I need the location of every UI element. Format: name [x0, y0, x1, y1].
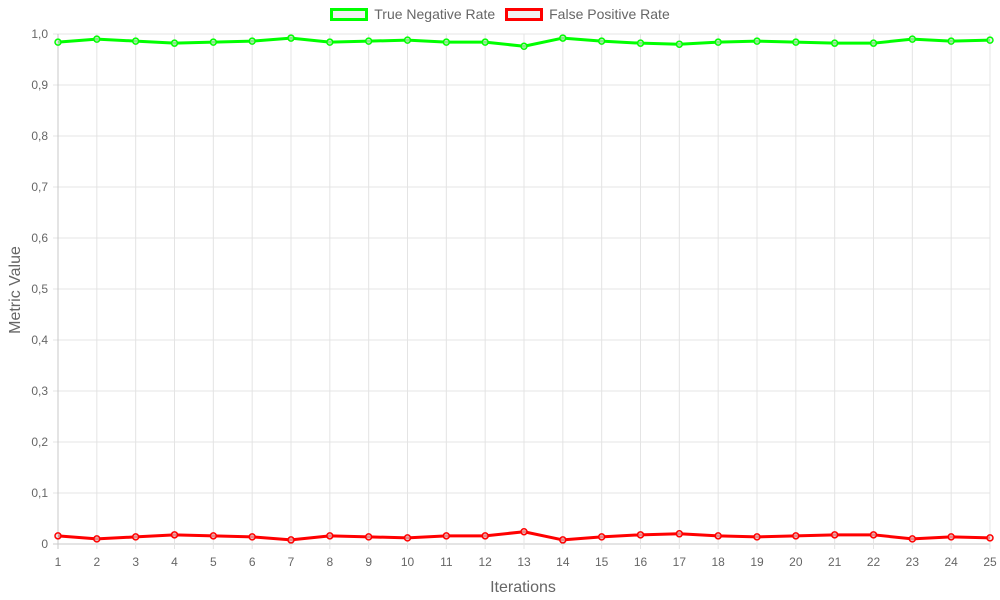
data-point-false-positive-rate — [597, 533, 606, 541]
x-tick-label: 9 — [365, 555, 372, 569]
data-point-true-negative-rate — [986, 36, 994, 44]
data-point-false-positive-rate — [869, 531, 878, 539]
data-point-false-positive-rate — [753, 533, 761, 541]
x-tick-label: 18 — [711, 555, 725, 569]
y-tick-label: 0,7 — [31, 180, 48, 194]
x-axis-title: Iterations — [490, 579, 556, 596]
data-point-false-positive-rate — [131, 533, 140, 541]
x-tick-label: 6 — [249, 555, 256, 569]
legend-swatch-false-positive-rate — [505, 7, 544, 21]
data-point-true-negative-rate — [908, 35, 917, 43]
x-tick-label: 13 — [517, 555, 531, 569]
data-point-false-positive-rate — [209, 532, 218, 540]
legend-swatch-true-negative-rate — [330, 7, 369, 21]
x-tick-label: 12 — [478, 555, 492, 569]
data-point-false-positive-rate — [714, 532, 722, 540]
data-point-true-negative-rate — [248, 37, 256, 45]
x-tick-label: 4 — [171, 555, 178, 569]
y-tick-label: 0,4 — [31, 333, 48, 347]
data-point-true-negative-rate — [636, 39, 645, 47]
data-point-true-negative-rate — [830, 39, 839, 47]
data-point-true-negative-rate — [364, 37, 373, 45]
data-point-false-positive-rate — [947, 533, 955, 541]
data-point-false-positive-rate — [830, 531, 839, 539]
y-tick-label: 0,9 — [31, 78, 48, 92]
data-point-false-positive-rate — [287, 536, 295, 544]
x-tick-label: 2 — [93, 555, 100, 569]
data-point-true-negative-rate — [442, 38, 451, 46]
data-point-true-negative-rate — [753, 37, 761, 45]
data-point-true-negative-rate — [403, 36, 412, 44]
x-tick-label: 3 — [132, 555, 139, 569]
y-axis-title: Metric Value — [7, 246, 24, 334]
x-tick-label: 23 — [906, 555, 920, 569]
data-point-true-negative-rate — [869, 39, 878, 47]
x-tick-label: 10 — [401, 555, 415, 569]
x-tick-label: 24 — [944, 555, 958, 569]
x-tick-label: 21 — [828, 555, 842, 569]
data-point-false-positive-rate — [559, 536, 567, 544]
y-tick-label: 0,8 — [31, 129, 48, 143]
data-point-false-positive-rate — [986, 534, 994, 542]
data-point-true-negative-rate — [520, 42, 528, 50]
data-point-false-positive-rate — [93, 535, 101, 543]
data-point-true-negative-rate — [792, 38, 800, 46]
data-point-true-negative-rate — [947, 37, 955, 45]
data-point-true-negative-rate — [481, 38, 489, 46]
x-tick-label: 22 — [867, 555, 881, 569]
data-point-false-positive-rate — [675, 530, 684, 538]
x-tick-label: 1 — [55, 555, 62, 569]
x-tick-label: 5 — [210, 555, 217, 569]
data-point-false-positive-rate — [908, 535, 917, 543]
data-point-true-negative-rate — [54, 38, 62, 46]
x-tick-label: 19 — [750, 555, 764, 569]
y-tick-label: 0,1 — [31, 486, 48, 500]
x-tick-label: 25 — [983, 555, 997, 569]
legend-label-true-negative-rate: True Negative Rate — [374, 6, 496, 22]
data-point-false-positive-rate — [442, 532, 451, 540]
data-point-true-negative-rate — [287, 34, 295, 42]
x-tick-label: 15 — [595, 555, 609, 569]
data-point-true-negative-rate — [597, 37, 606, 45]
legend: True Negative Rate False Positive Rate — [0, 6, 1000, 22]
y-tick-label: 0,5 — [31, 282, 48, 296]
data-point-false-positive-rate — [364, 533, 373, 541]
x-tick-label: 7 — [288, 555, 295, 569]
data-point-true-negative-rate — [93, 35, 101, 43]
data-point-true-negative-rate — [209, 38, 218, 46]
data-point-false-positive-rate — [54, 532, 62, 540]
data-point-true-negative-rate — [131, 37, 140, 45]
data-point-false-positive-rate — [792, 532, 800, 540]
data-point-true-negative-rate — [714, 38, 722, 46]
y-tick-label: 0,6 — [31, 231, 48, 245]
x-tick-label: 8 — [326, 555, 333, 569]
legend-item-true-negative-rate[interactable]: True Negative Rate — [330, 6, 495, 22]
y-tick-label: 0 — [41, 537, 48, 551]
x-tick-label: 14 — [556, 555, 570, 569]
y-tick-label: 0,3 — [31, 384, 48, 398]
data-point-false-positive-rate — [520, 528, 528, 536]
data-point-false-positive-rate — [248, 533, 256, 541]
data-point-false-positive-rate — [481, 532, 489, 540]
data-point-true-negative-rate — [675, 40, 684, 48]
data-point-false-positive-rate — [403, 534, 412, 542]
data-point-false-positive-rate — [326, 532, 334, 540]
data-point-false-positive-rate — [636, 531, 645, 539]
data-point-true-negative-rate — [559, 34, 567, 42]
data-point-true-negative-rate — [170, 39, 179, 47]
x-tick-label: 11 — [440, 555, 453, 569]
x-tick-label: 20 — [789, 555, 803, 569]
x-tick-label: 17 — [673, 555, 687, 569]
data-point-true-negative-rate — [326, 38, 334, 46]
legend-item-false-positive-rate[interactable]: False Positive Rate — [505, 6, 670, 22]
legend-label-false-positive-rate: False Positive Rate — [549, 6, 670, 22]
y-tick-label: 1,0 — [31, 27, 48, 41]
data-point-false-positive-rate — [170, 531, 179, 539]
y-tick-label: 0,2 — [31, 435, 48, 449]
x-tick-label: 16 — [634, 555, 648, 569]
